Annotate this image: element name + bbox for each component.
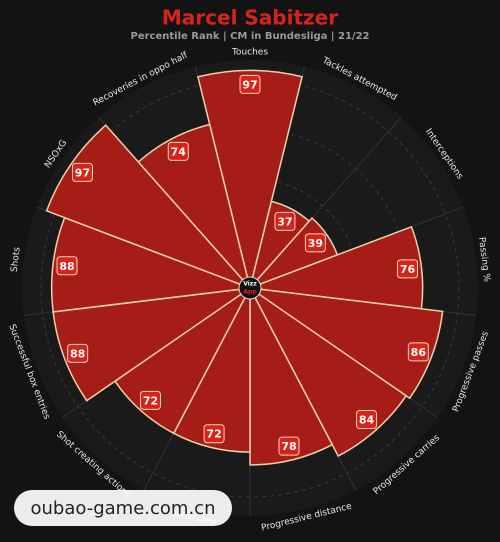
value-label: 72: [143, 394, 158, 407]
logo: Vizz: [243, 281, 257, 288]
value-label: 76: [400, 263, 416, 276]
value-label: 84: [359, 414, 375, 427]
value-label-bg: [139, 390, 161, 410]
value-label-bg: [274, 211, 296, 231]
value-label: 74: [171, 145, 187, 158]
value-label-bg: [67, 343, 89, 363]
logo-bg: [238, 276, 262, 300]
value-label: 97: [242, 78, 257, 91]
value-label: 88: [70, 347, 85, 360]
value-label-bg: [356, 410, 378, 430]
value-label-bg: [407, 342, 429, 362]
watermark-bg: [14, 490, 232, 526]
value-label-bg: [71, 162, 93, 182]
value-label-bg: [239, 74, 261, 94]
value-label-bg: [304, 233, 326, 253]
value-label: 37: [277, 215, 292, 228]
value-label: 86: [411, 346, 427, 359]
value-label-bg: [396, 259, 418, 279]
value-label-bg: [203, 424, 225, 444]
chart-title: Marcel Sabitzer: [162, 6, 338, 30]
category-label: Shots: [10, 246, 23, 272]
value-label: 39: [308, 237, 323, 250]
value-label: 97: [75, 166, 90, 179]
logo: App: [243, 289, 257, 296]
category-label: Touches: [231, 48, 268, 58]
value-label: 88: [59, 260, 74, 273]
value-label-bg: [56, 256, 78, 276]
value-label: 78: [281, 440, 296, 453]
value-label-bg: [167, 141, 189, 161]
chart-subtitle: Percentile Rank | CM in Bundesliga | 21/…: [130, 31, 369, 42]
watermark: oubao-game.com.cn: [31, 498, 216, 519]
value-label: 72: [206, 428, 221, 441]
value-label-bg: [278, 436, 300, 456]
